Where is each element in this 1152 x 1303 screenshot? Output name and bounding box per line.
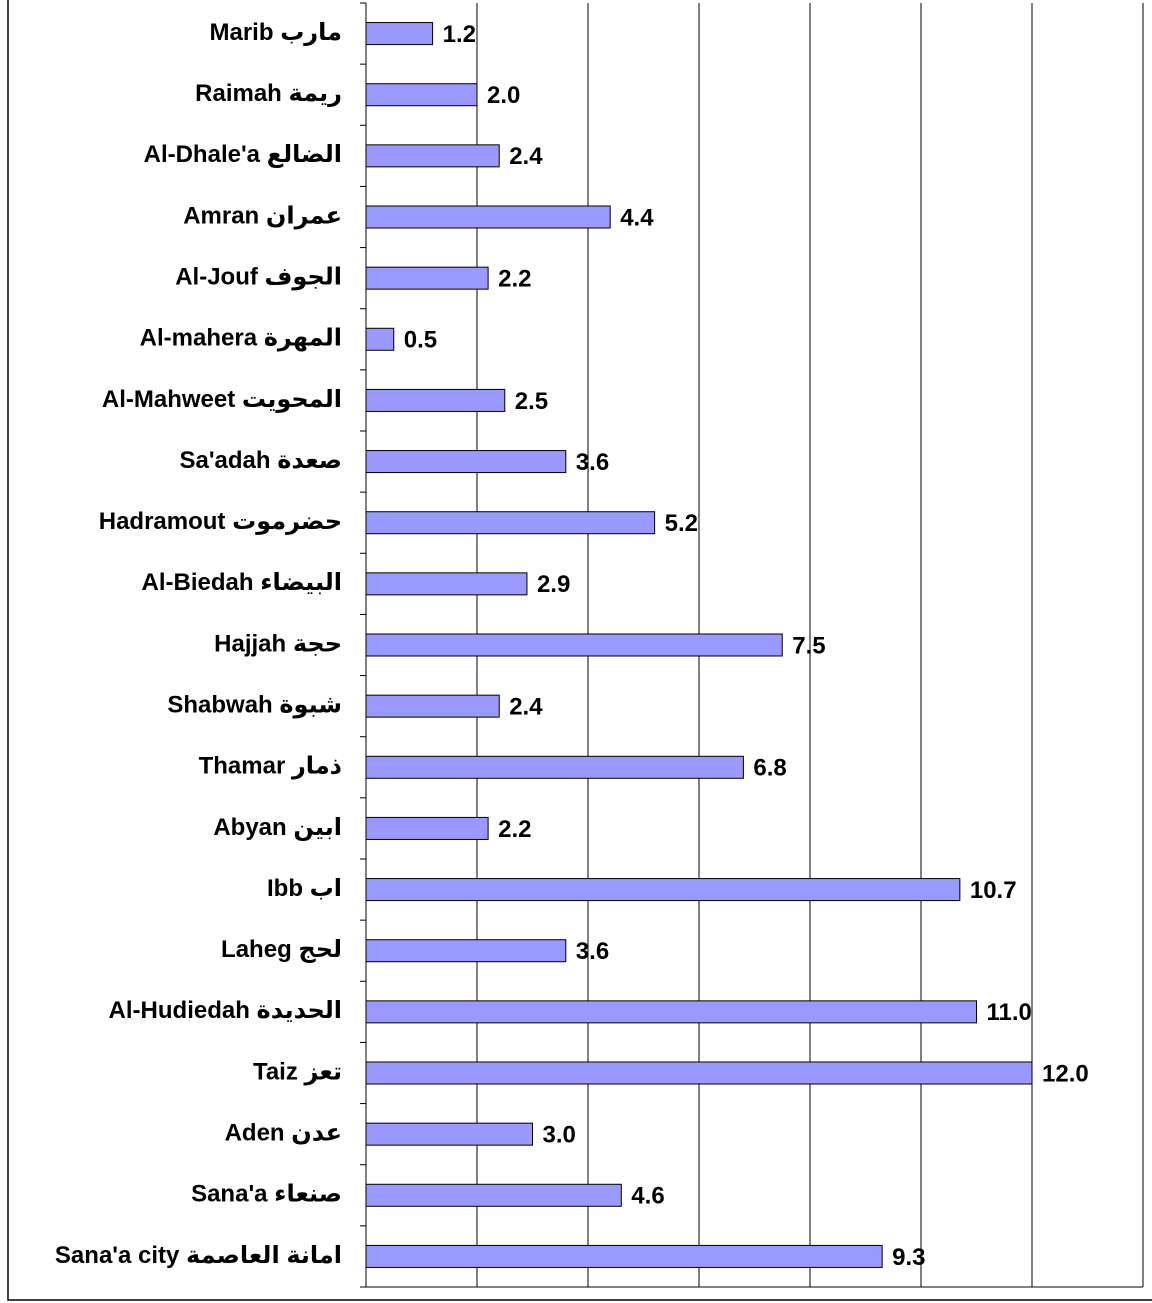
- bar: [365, 83, 478, 107]
- bar: [365, 633, 783, 657]
- y-tick-label: Hadramout حضرموت: [99, 508, 342, 535]
- bar: [365, 1061, 1033, 1085]
- bar: [365, 816, 489, 840]
- data-label: 4.6: [631, 1183, 664, 1210]
- y-tick-label: Hajjah حجة: [214, 630, 342, 657]
- y-tick-label: Al-Biedah البيضاء: [142, 569, 342, 596]
- data-label: 11.0: [987, 999, 1032, 1026]
- data-label: 6.8: [753, 755, 786, 782]
- data-label: 0.5: [404, 327, 437, 354]
- bar: [365, 205, 611, 229]
- y-tick-label: Laheg لحج: [221, 936, 342, 963]
- bar: [365, 511, 656, 535]
- y-tick-label: Ibb اب: [267, 875, 342, 902]
- y-tick-label: Al-Hudiedah الحديدة: [109, 997, 342, 1024]
- data-label: 7.5: [792, 632, 825, 659]
- y-tick-label: Taiz تعز: [253, 1058, 342, 1085]
- chart-frame: [7, 0, 1152, 1301]
- data-label: 2.0: [487, 82, 520, 109]
- y-tick-label: Shabwah شبوة: [167, 691, 342, 718]
- data-label: 12.0: [1042, 1060, 1089, 1087]
- data-label: 2.4: [509, 143, 543, 170]
- bar: [365, 1244, 883, 1268]
- bar: [365, 694, 500, 718]
- data-label: 3.6: [576, 449, 609, 476]
- bar: [365, 1183, 622, 1207]
- bar: [365, 572, 528, 596]
- y-tick-label: Sa'adah صعدة: [179, 447, 342, 474]
- bar: [365, 144, 500, 168]
- data-label: 2.4: [509, 693, 543, 720]
- bar: [365, 939, 567, 963]
- y-tick-label: Amran عمران: [183, 202, 342, 229]
- data-label: 2.2: [498, 816, 531, 843]
- data-label: 10.7: [970, 877, 1017, 904]
- y-tick-label: Marib مارب: [210, 19, 343, 46]
- y-tick-label: Al-Mahweet المحويت: [102, 386, 342, 413]
- y-tick-label: Aden عدن: [225, 1119, 342, 1146]
- y-tick-label: Sana'a city امانة العاصمة: [55, 1242, 342, 1269]
- y-tick-label: Al-Jouf الجوف: [175, 263, 342, 290]
- y-tick-label: Al-mahera المهرة: [140, 325, 342, 352]
- data-label: 4.4: [620, 204, 654, 231]
- y-tick-label: Abyan ابين: [213, 814, 342, 841]
- data-label: 2.2: [498, 265, 531, 292]
- data-label: 3.0: [543, 1121, 576, 1148]
- bar: [365, 878, 961, 902]
- data-label: 9.3: [892, 1244, 925, 1271]
- data-label: 1.2: [443, 21, 476, 48]
- y-tick-label: Raimah ريمة: [195, 80, 342, 107]
- bar: [365, 450, 567, 474]
- data-label: 2.9: [537, 571, 570, 598]
- y-tick-label: Sana'a صنعاء: [191, 1181, 342, 1208]
- data-label: 5.2: [665, 510, 698, 537]
- bar: [365, 22, 434, 46]
- bar: [365, 1000, 977, 1024]
- bar: [365, 1122, 533, 1146]
- data-label: 2.5: [515, 388, 548, 415]
- bar: [365, 755, 744, 779]
- y-tick-label: Al-Dhale'a الضالع: [144, 141, 342, 168]
- bar: [365, 388, 506, 412]
- y-tick-label: Thamar ذمار: [199, 753, 342, 780]
- data-label: 3.6: [576, 938, 609, 965]
- bar: [365, 266, 489, 290]
- bar: [365, 327, 395, 351]
